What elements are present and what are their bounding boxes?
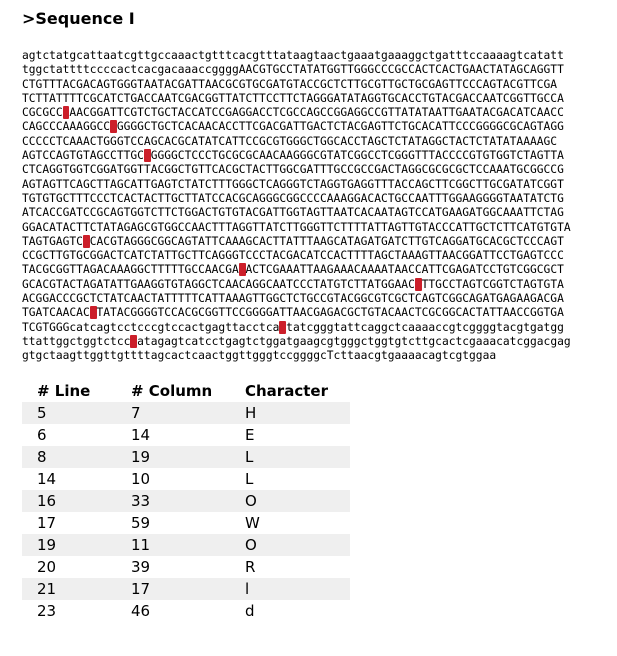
cell-character: d [245,602,255,620]
table-row: 19 11 O [22,534,350,556]
sequence-line: tggctattttccccactcacgacaaaccggggAACGTGCC… [22,63,564,77]
cell-column: 10 [131,470,151,488]
table-row: 6 14 E [22,424,350,446]
sequence-line: CGCGCCGAACGGATTCGTCTGCTACCATCCGAGGACCTCG… [22,106,564,120]
table-row: 21 17 l [22,578,350,600]
highlighted-character: A [143,149,151,163]
sequence-line: CCGCTTGTGCGGACTCATCTATTGCTTCAGGGTCCCTACG… [22,249,564,263]
sequence-line: TCTTATTTTCGCATCTGACCAATCGACGGTTATCTTCCTT… [22,91,564,105]
highlighted-character: T [238,263,246,277]
cell-line: 14 [37,470,57,488]
character-map-table: # Line # Column Character 5 7 H 6 14 E 8 19 L 14 1… [22,380,350,622]
sequence-line: agtctatgcattaatcgttgccaaactgtttcacgtttat… [22,49,564,62]
sequence-line: ACGGACCCGCTCTATCAACTATTTTTCATTAAAGTTGGCT… [22,292,564,306]
cell-column: 17 [131,578,245,600]
cell-line: 21 [22,578,131,600]
table-header-row: # Line # Column Character [22,380,350,402]
sequence-line: CAGCCCAAAGGCCGGGGGCTGCTCACAACACCTTCGACGA… [22,120,564,134]
highlighted-character: c [130,334,138,348]
sequence-line: TGTGTGCTTTCCCTCACTACTTGCTTATCCACGCAGGGCG… [22,191,564,205]
sequence-line: AGTCCAGTGTAGCCTTGCAGGGGCTCCCTGCGCGCAACAA… [22,149,564,163]
cell-character: L [245,446,350,468]
header-column: # Column [131,382,213,400]
cell-column: 7 [131,402,245,424]
cell-character: L [245,470,254,488]
cell-line: 8 [22,446,131,468]
table-row: 17 59 W [22,512,350,534]
cell-character: W [245,514,260,532]
sequence-line: TCGTGGGcatcagtcctcccgtccactgagttacctcagt… [22,320,564,334]
sequence-line: TACGCGGTTAGACAAAGGCTTTTTGCCAACGATACTCGAA… [22,263,564,277]
sequence-line: ttattggctggtctcccatagagtcatcctgagtctggat… [22,334,571,348]
table-row: 23 46 d [22,600,350,622]
cell-character: O [245,490,350,512]
highlighted-character: g [279,320,287,334]
sequence-line: GGACATACTTCTATAGAGCGTGGCCAACTTTAGGTTATCT… [22,220,571,234]
cell-column: 46 [131,602,151,620]
cell-line: 23 [37,602,57,620]
sequence-block: agtctatgcattaatcgttgccaaactgtttcacgtttat… [22,49,571,364]
sequence-line: ATCACCGATCCGCAGTGGTCTTCTGGACTGTGTACGATTG… [22,206,564,220]
sequence-line: TGATCAACACATATACGGGGTCCACGCGGTTCCGGGGATT… [22,306,564,320]
highlighted-character: G [110,120,117,134]
highlighted-character: G [62,106,70,120]
cell-column: 33 [131,490,245,512]
highlighted-character: C [414,277,422,291]
table-row: 14 10 L [22,468,350,490]
table-row: 20 39 R [22,556,350,578]
cell-line: 19 [22,534,131,556]
cell-line: 16 [22,490,131,512]
cell-column: 59 [131,514,151,532]
cell-line: 5 [22,402,131,424]
cell-column: 19 [131,446,245,468]
highlighted-character: G [82,234,90,248]
cell-character: E [245,426,255,444]
table-row: 8 19 L [22,446,350,468]
highlighted-character: A [89,306,97,320]
header-character: Character [245,382,328,400]
sequence-line: CTGTTTACGACAGTGGGTAATACGATTAACGCGTGCGATG… [22,77,558,91]
cell-line: 17 [37,514,57,532]
table-row: 16 33 O [22,490,350,512]
sequence-line: AGTAGTTCAGCTTAGCATTGAGTCTATCTTTGGGCTCAGG… [22,177,564,191]
cell-character: R [245,558,256,576]
cell-character: H [245,402,350,424]
header-line: # Line [37,382,91,400]
cell-column: 11 [131,534,245,556]
sequence-line: TAGTGAGTCGCACGTAGGGCGGCAGTATTCAAAGCACTTA… [22,234,564,248]
cell-column: 14 [131,426,151,444]
cell-line: 6 [37,426,47,444]
cell-character: l [245,578,350,600]
table-body: 5 7 H 6 14 E 8 19 L 14 10 L 16 33 O 17 59 W 19 11 O 20 39 R 21 17… [22,402,350,622]
sequence-line: CTCAGGTGGTCGGATGGTTACGGCTGTTCACGCTACTTGG… [22,163,564,177]
sequence-line: gtgctaagttggttgttttagcactcaactggttgggtcc… [22,349,497,363]
cell-column: 39 [131,558,151,576]
sequence-line: CCCCCTCAAACTGGGTCCAGCACGCATATCATTCCGCGTG… [22,134,558,148]
cell-character: O [245,534,350,556]
sequence-title: >Sequence I [22,9,135,28]
cell-line: 20 [37,558,57,576]
sequence-line: GCACGTACTAGATATTGAAGGTGTAGGCTCAACAGGCAAT… [22,277,564,291]
